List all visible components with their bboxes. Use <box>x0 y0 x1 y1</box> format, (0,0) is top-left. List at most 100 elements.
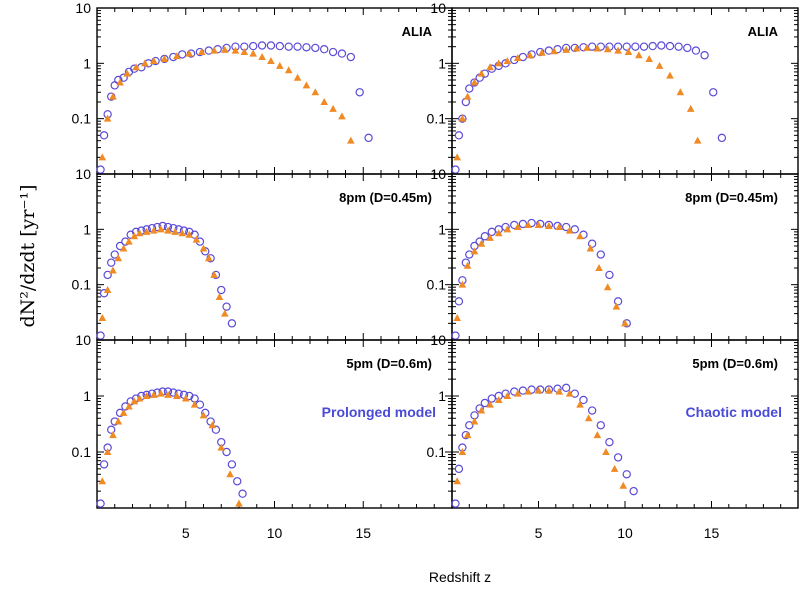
panel-label: ALIA <box>402 24 433 39</box>
data-point-triangle <box>572 44 581 52</box>
data-point-circle <box>613 453 623 462</box>
data-point-triangle <box>164 226 172 234</box>
x-tick-label: 5 <box>182 525 190 541</box>
data-point-triangle <box>98 313 107 321</box>
data-point-circle <box>284 42 293 51</box>
data-point-circle <box>99 460 109 469</box>
data-point-triangle <box>593 431 602 439</box>
data-point-triangle <box>494 395 503 403</box>
x-tick-label: 10 <box>617 525 633 541</box>
data-point-triangle <box>173 52 181 60</box>
y-axis-title: dN²/dzdt [yr⁻¹] <box>17 184 39 327</box>
data-point-circle <box>454 131 464 140</box>
data-point-triangle <box>477 69 486 77</box>
data-point-triangle <box>603 283 612 291</box>
data-point-triangle <box>565 226 574 234</box>
data-point-circle <box>451 165 460 174</box>
data-point-triangle <box>119 408 128 416</box>
series-triangle <box>98 225 229 321</box>
data-point-circle <box>579 395 588 405</box>
data-point-circle <box>622 42 631 51</box>
series-circle <box>96 41 373 174</box>
y-tick-label: 0.1 <box>427 444 447 460</box>
data-point-circle <box>665 41 675 51</box>
y-tick-label: 10 <box>430 332 446 348</box>
data-point-circle <box>103 270 112 280</box>
data-point-triangle <box>178 229 186 237</box>
data-point-circle <box>570 225 580 234</box>
data-point-triangle <box>249 49 257 57</box>
data-point-triangle <box>164 390 172 398</box>
data-point-circle <box>465 421 474 430</box>
data-point-circle <box>451 331 460 340</box>
panel-1: 10 1 0.1 ALIA <box>72 0 453 175</box>
data-point-triangle <box>217 443 226 451</box>
data-point-triangle <box>192 235 201 243</box>
y-tick-label: 0.1 <box>72 277 92 293</box>
data-point-circle <box>587 239 597 248</box>
data-point-triangle <box>602 448 610 455</box>
data-point-circle <box>99 131 109 140</box>
data-point-circle <box>233 477 242 486</box>
data-point-triangle <box>576 232 584 240</box>
data-point-triangle <box>576 400 584 408</box>
series-circle <box>96 387 247 508</box>
data-point-circle <box>691 46 701 55</box>
data-point-circle <box>622 470 631 479</box>
data-point-circle <box>106 425 116 434</box>
data-point-triangle <box>98 477 107 485</box>
data-point-triangle <box>215 292 224 300</box>
data-point-triangle <box>173 392 181 399</box>
data-point-triangle <box>524 387 532 395</box>
data-point-circle <box>639 42 649 51</box>
data-point-triangle <box>284 66 293 74</box>
data-point-triangle <box>114 254 123 262</box>
y-tick-label: 1 <box>83 55 91 71</box>
panel-frame <box>96 7 453 175</box>
data-point-triangle <box>494 229 503 237</box>
data-point-triangle <box>98 153 107 161</box>
data-point-triangle <box>453 313 461 321</box>
data-point-circle <box>217 285 226 295</box>
panel-label: 5pm (D=0.6m) <box>346 356 432 371</box>
data-point-circle <box>587 42 597 51</box>
data-point-circle <box>227 319 237 328</box>
data-point-triangle <box>125 237 133 245</box>
data-point-circle <box>328 47 338 57</box>
data-point-triangle <box>103 286 112 294</box>
data-point-triangle <box>655 61 664 69</box>
data-point-circle <box>717 133 727 143</box>
data-point-triangle <box>550 47 558 55</box>
panel-6: 10 1 0.1 5 10 15 5pm (D=0.6m) Chaotic model <box>427 332 799 541</box>
data-point-triangle <box>513 223 522 231</box>
data-point-triangle <box>135 229 144 237</box>
data-point-triangle <box>463 261 472 269</box>
data-point-triangle <box>231 46 240 54</box>
data-point-circle <box>238 489 247 498</box>
data-point-circle <box>364 133 373 143</box>
data-point-triangle <box>141 59 149 67</box>
data-point-circle <box>119 73 128 82</box>
data-point-circle <box>96 499 105 508</box>
data-point-triangle <box>513 389 522 397</box>
series-circle <box>451 383 638 508</box>
data-point-triangle <box>109 92 117 100</box>
data-point-triangle <box>513 53 522 61</box>
data-point-triangle <box>614 46 622 54</box>
data-point-triangle <box>666 71 674 79</box>
data-point-triangle <box>693 136 702 144</box>
data-point-triangle <box>458 280 467 288</box>
data-point-circle <box>561 383 571 393</box>
data-point-circle <box>454 297 464 306</box>
panel-label: 8pm (D=0.45m) <box>685 190 778 205</box>
panel-frame <box>451 7 799 175</box>
panel-label: ALIA <box>748 24 779 39</box>
panel-5: 10 1 0.1 5 10 15 5pm (D=0.6m) Prolonged model <box>72 332 453 541</box>
data-point-circle <box>293 42 302 51</box>
data-point-triangle <box>453 153 461 161</box>
data-point-circle <box>320 45 329 54</box>
data-point-circle <box>596 250 605 259</box>
series-triangle <box>453 386 628 489</box>
data-point-circle <box>311 43 320 53</box>
data-point-triangle <box>199 244 208 252</box>
